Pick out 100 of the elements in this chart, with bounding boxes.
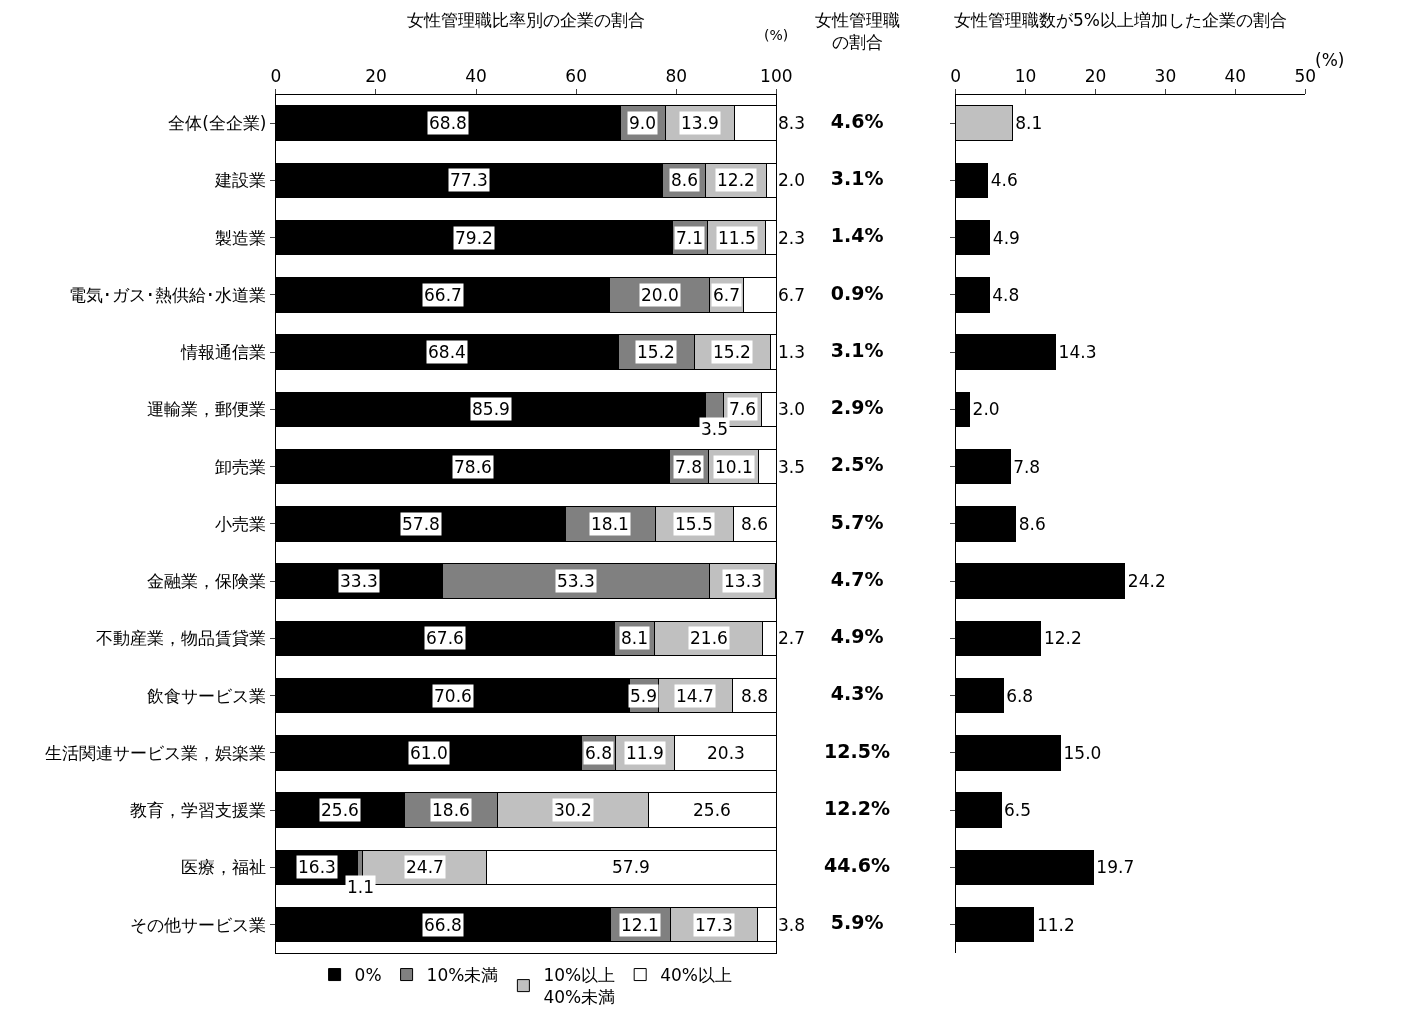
data-label: 57.8 (402, 514, 440, 534)
data-label: 57.9 (612, 857, 650, 877)
data-label: 14.3 (1058, 342, 1097, 363)
data-label: 6.7 (713, 285, 741, 305)
data-label: 8.8 (741, 686, 769, 706)
y-tick-label: 情報通信業 (180, 342, 267, 363)
data-label: 2.7 (778, 628, 806, 648)
y-tick-label: 全体(全企業) (168, 113, 267, 134)
text: 44.6% (824, 854, 891, 877)
data-label: 6.8 (585, 743, 613, 763)
text: 4.6% (830, 109, 884, 132)
data-label: 20.3 (707, 743, 745, 763)
text: 4.3% (830, 682, 884, 705)
legend-label: 10%以上 40%未満 (543, 965, 616, 1008)
text: 3.1% (830, 167, 884, 190)
text: 5.9% (830, 911, 884, 934)
text: 12.5% (824, 739, 891, 762)
data-label: 66.7 (424, 285, 462, 305)
data-label: 68.4 (428, 342, 466, 362)
data-label: 7.1 (676, 228, 704, 248)
data-label: 12.2 (717, 170, 755, 190)
x-tick-label: 0 (270, 65, 282, 86)
data-label: 18.1 (591, 514, 629, 534)
data-label: 6.7 (778, 285, 806, 305)
y-tick-label: 医療，福祉 (181, 857, 267, 878)
data-label: 79.2 (455, 228, 493, 248)
x-tick-label: 40 (1224, 65, 1247, 86)
data-label: 3.8 (778, 915, 806, 935)
data-label: 12.2 (1043, 628, 1082, 649)
data-label: 21.6 (690, 628, 728, 648)
data-label: 8.1 (1015, 113, 1043, 134)
legend-label: 40%以上 (660, 965, 732, 986)
text: 12.2% (824, 796, 891, 819)
x-tick-label: 20 (1084, 65, 1107, 86)
data-label: 1.1 (347, 877, 375, 897)
data-label: 7.6 (729, 399, 757, 419)
data-label: 16.3 (298, 857, 336, 877)
y-tick-label: 小売業 (215, 513, 267, 534)
data-label: 13.9 (681, 113, 719, 133)
data-label: 6.8 (1006, 685, 1034, 706)
y-tick-label: 運輸業，郵便業 (147, 399, 267, 420)
text: 1.4% (830, 224, 884, 247)
x-axis-title: (%) (764, 27, 789, 43)
data-label: 8.6 (671, 170, 699, 190)
data-label: 25.6 (693, 800, 731, 820)
data-label: 2.0 (972, 399, 1000, 420)
y-tick-label: 製造業 (215, 227, 267, 248)
data-label: 15.2 (637, 342, 675, 362)
data-label: 7.8 (675, 457, 703, 477)
data-label: 15.2 (713, 342, 751, 362)
y-tick-label: その他サービス業 (130, 914, 267, 935)
x-tick-label: 40 (465, 65, 487, 86)
data-label: 20.0 (641, 285, 679, 305)
text: 5.7% (830, 510, 884, 533)
text: 4.7% (830, 567, 884, 590)
legend-label: 0% (354, 965, 382, 986)
text: 女性管理職の割合 (815, 10, 900, 53)
data-label: 8.6 (741, 514, 769, 534)
data-label: 1.3 (778, 342, 806, 362)
text: 4.9% (830, 625, 884, 648)
data-label: 4.9 (992, 227, 1020, 248)
y-tick-label: 飲食サービス業 (147, 685, 267, 706)
x-tick-label: 50 (1294, 65, 1317, 86)
x-tick-label: 30 (1154, 65, 1177, 86)
data-label: 85.9 (472, 399, 510, 419)
data-label: 11.9 (626, 743, 664, 763)
y-tick-label: 教育，学習支援業 (130, 800, 267, 821)
chart-title: 女性管理職数が5%以上増加した企業の割合 (954, 10, 1287, 30)
y-tick-label: 建設業 (214, 170, 267, 191)
data-label: 9.0 (629, 113, 657, 133)
data-label: 66.8 (424, 915, 462, 935)
data-label: 8.6 (1018, 513, 1046, 534)
y-tick-label: 金融業，保険業 (147, 571, 267, 592)
data-label: 4.6 (990, 170, 1018, 191)
text: 3.1% (830, 338, 884, 361)
x-tick-label: 80 (665, 65, 688, 86)
data-label: 7.8 (1013, 456, 1041, 477)
data-label: 30.2 (554, 800, 592, 820)
data-label: 19.7 (1096, 857, 1135, 878)
data-label: 17.3 (695, 915, 733, 935)
data-label: 8.1 (621, 628, 649, 648)
data-label: 68.8 (429, 113, 467, 133)
data-label: 11.5 (718, 228, 756, 248)
data-label: 24.7 (406, 857, 444, 877)
data-label: 8.3 (778, 113, 806, 133)
data-label: 3.0 (778, 399, 806, 419)
y-tick-label: 電気･ガス･熱供給･水道業 (69, 284, 267, 305)
data-label: 70.6 (434, 686, 472, 706)
data-label: 18.6 (432, 800, 470, 820)
legend-label: 10%未満 (426, 965, 499, 986)
data-label: 2.3 (778, 228, 806, 248)
data-label: 24.2 (1127, 571, 1166, 592)
x-tick-label: 100 (760, 65, 793, 86)
data-label: 33.3 (340, 571, 378, 591)
y-tick-label: 不動産業，物品賃貸業 (96, 628, 267, 649)
data-label: 3.5 (701, 419, 729, 439)
x-axis-title: (%) (1315, 50, 1345, 70)
x-tick-label: 10 (1014, 65, 1037, 86)
data-label: 13.3 (724, 571, 762, 591)
data-label: 3.5 (778, 457, 806, 477)
